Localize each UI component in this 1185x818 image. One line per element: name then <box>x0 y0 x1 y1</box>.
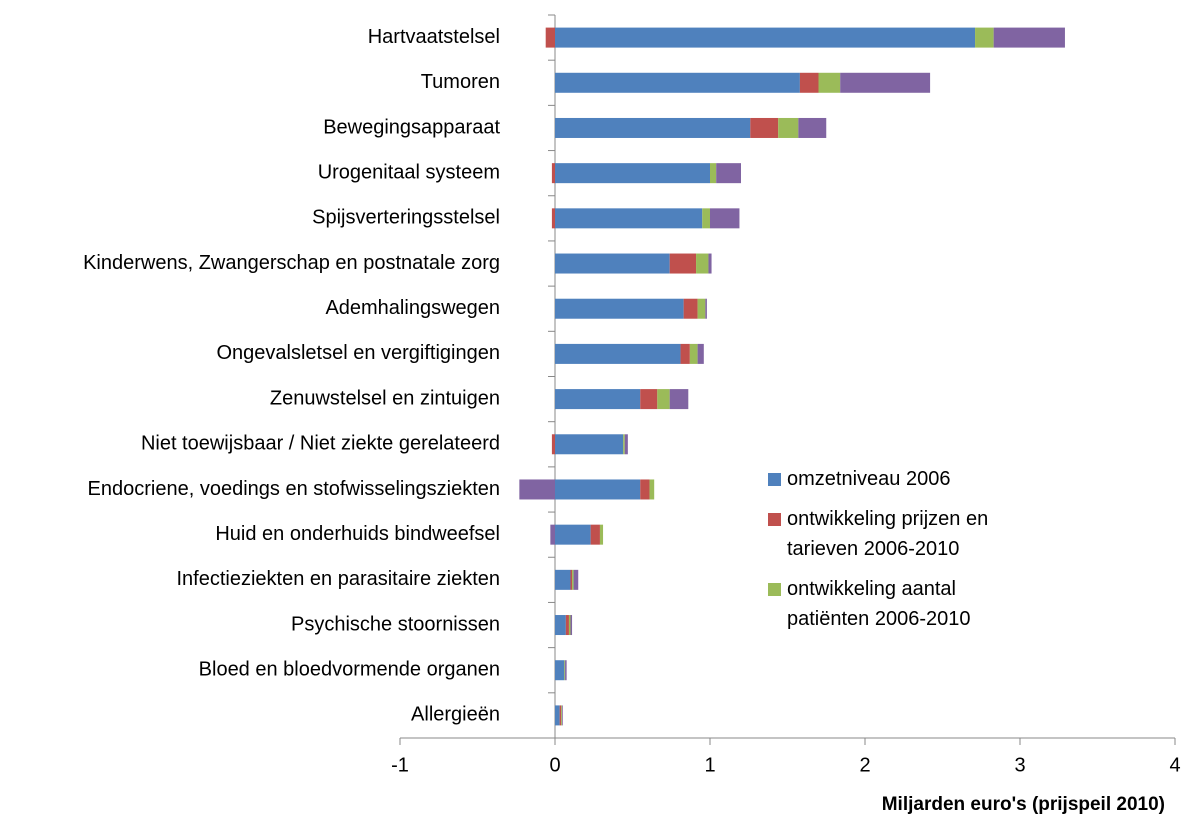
bar-segment <box>657 389 670 410</box>
y-tick-label: Psychische stoornissen <box>291 613 500 635</box>
bar-segment <box>750 117 779 138</box>
bar-segment <box>519 479 555 500</box>
bar-segment <box>555 72 800 93</box>
bar-segment <box>555 705 560 726</box>
y-tick-label: Tumoren <box>421 71 500 93</box>
bar-segment <box>705 298 707 319</box>
y-tick-label: Niet toewijsbaar / Niet ziekte gerelatee… <box>141 433 500 455</box>
bar-segment <box>551 434 555 455</box>
legend-item: omzetniveau 2006 <box>768 464 1038 494</box>
bar-segment <box>975 27 994 48</box>
bar-segment <box>818 72 841 93</box>
bar-segment <box>555 27 976 48</box>
bar-segment <box>590 524 600 545</box>
bar-segment <box>710 208 740 229</box>
bar-segment <box>555 117 751 138</box>
legend-item: ontwikkeling aantal patiënten 2006-2010 <box>768 574 1038 634</box>
bar-segment <box>555 208 703 229</box>
bar-segment <box>702 208 710 229</box>
legend-swatch <box>768 473 781 486</box>
bar-segment <box>545 27 555 48</box>
x-axis-title: Miljarden euro's (prijspeil 2010) <box>882 794 1165 815</box>
bar-segment <box>555 434 624 455</box>
bar-segment <box>697 298 706 319</box>
x-tick-label: 1 <box>704 754 715 776</box>
bar-segment <box>993 27 1065 48</box>
bar-segment <box>555 163 710 184</box>
bar-segment <box>669 253 697 274</box>
bar-segment <box>555 615 566 636</box>
bar-segment <box>573 569 579 590</box>
bar-segment <box>624 434 628 455</box>
bar-segment <box>708 253 712 274</box>
y-tick-label: Spijsverteringsstelsel <box>312 207 500 229</box>
legend-label: ontwikkeling prijzen en tarieven 2006-20… <box>787 508 989 560</box>
legend-item: ontwikkeling prijzen en tarieven 2006-20… <box>768 504 1038 564</box>
bar-segment <box>640 389 658 410</box>
bar-segment <box>599 524 604 545</box>
bar-segment <box>550 524 555 545</box>
bar-segment <box>555 253 670 274</box>
legend-label: ontwikkeling aantal patiënten 2006-2010 <box>787 578 971 630</box>
bar-segment <box>555 569 571 590</box>
bar-segment <box>570 615 573 636</box>
bar-segment <box>840 72 931 93</box>
y-tick-label: Urogenitaal systeem <box>318 161 500 183</box>
bar-segment <box>778 117 799 138</box>
y-tick-label: Infectieziekten en parasitaire ziekten <box>176 568 500 590</box>
legend-label: omzetniveau 2006 <box>787 468 951 490</box>
bar-segment <box>649 479 655 500</box>
bar-segment <box>716 163 741 184</box>
y-tick-label: Endocriene, voedings en stofwisselingszi… <box>88 478 500 500</box>
bar-segment <box>555 660 565 681</box>
bar-segment <box>572 569 574 590</box>
bar-segment <box>696 253 709 274</box>
y-tick-label: Zenuwstelsel en zintuigen <box>270 387 500 409</box>
y-tick-label: Allergieën <box>411 704 500 726</box>
x-tick-label: 4 <box>1169 754 1180 776</box>
bar-segment <box>798 117 827 138</box>
bar-segment <box>697 343 704 364</box>
bar-segment <box>680 343 690 364</box>
bar-segment <box>710 163 717 184</box>
bar-segment <box>551 208 555 229</box>
bar-segment <box>561 705 563 726</box>
bar-segment <box>565 660 567 681</box>
y-tick-label: Hartvaatstelsel <box>368 26 500 48</box>
bar-segment <box>669 389 689 410</box>
y-tick-label: Bewegingsapparaat <box>323 116 500 138</box>
y-tick-label: Ademhalingswegen <box>325 297 500 319</box>
y-tick-label: Kinderwens, Zwangerschap en postnatale z… <box>83 252 500 274</box>
bar-segment <box>683 298 698 319</box>
y-tick-label: Bloed en bloedvormende organen <box>199 659 500 681</box>
bar-segment <box>561 705 562 726</box>
bar-segment <box>551 163 555 184</box>
bar-segment <box>799 72 819 93</box>
bar-segment <box>555 343 681 364</box>
bar-segment <box>555 389 641 410</box>
legend-swatch <box>768 513 781 526</box>
y-tick-label: Ongevalsletsel en vergiftigingen <box>216 342 500 364</box>
x-tick-label: 3 <box>1014 754 1025 776</box>
x-tick-label: 0 <box>549 754 560 776</box>
bar-segment <box>568 615 571 636</box>
legend-swatch <box>768 583 781 596</box>
bar-segment <box>623 434 625 455</box>
bar-segment <box>555 298 684 319</box>
bar-segment <box>565 615 569 636</box>
legend: omzetniveau 2006 ontwikkeling prijzen en … <box>768 464 1038 644</box>
bar-segment <box>570 569 573 590</box>
bar-segment <box>559 705 562 726</box>
bar-segment <box>640 479 650 500</box>
bar-segment <box>555 479 641 500</box>
bar-segment <box>564 660 566 681</box>
bar-segment <box>689 343 698 364</box>
y-tick-label: Huid en onderhuids bindweefsel <box>215 523 500 545</box>
bar-segment <box>555 524 591 545</box>
x-tick-label: 2 <box>859 754 870 776</box>
x-tick-label: -1 <box>391 754 409 776</box>
